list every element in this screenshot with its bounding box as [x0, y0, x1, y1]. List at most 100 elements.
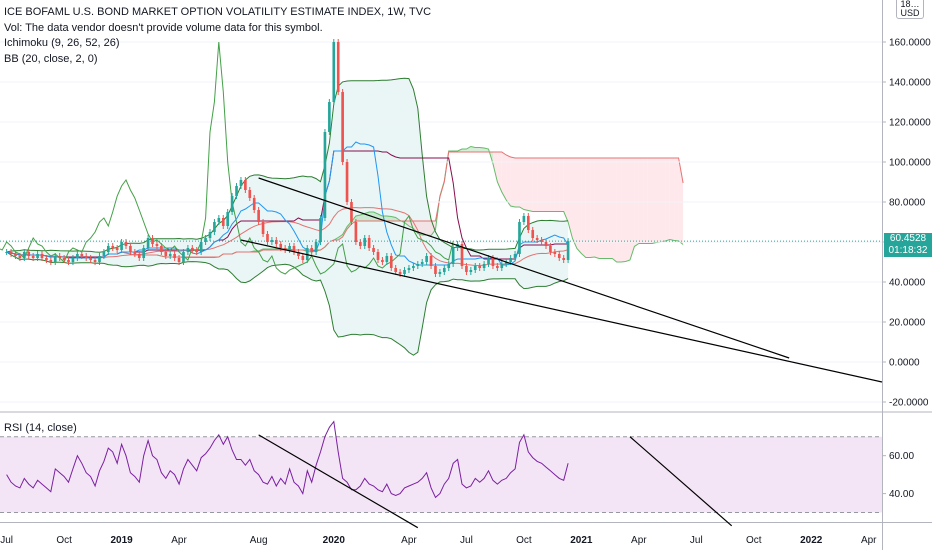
time-tick-label: Jul [690, 535, 703, 546]
candle-body [513, 254, 517, 258]
candle-body [62, 258, 66, 260]
candle-body [18, 256, 22, 258]
candle-body [93, 260, 97, 262]
ichimoku-cloud-segment [643, 158, 648, 244]
candle-body [235, 186, 238, 196]
price-tick-label: 120.0000 [889, 118, 931, 129]
candle-body [442, 268, 446, 272]
ichimoku-cloud-segment [594, 158, 600, 259]
time-tick-label: Apr [171, 535, 187, 546]
candle-body [425, 256, 428, 262]
ichimoku-cloud-segment [492, 152, 498, 182]
ichimoku-cloud-segment [665, 158, 670, 241]
ichimoku-cloud-segment [607, 158, 613, 259]
candle-body [274, 240, 278, 244]
candle-body [49, 260, 53, 262]
time-tick-label: Apr [401, 535, 417, 546]
candle-body [416, 264, 420, 266]
candle-body [204, 238, 207, 242]
ichimoku-cloud-segment [479, 147, 485, 152]
candle-body [14, 254, 17, 256]
candle-body [345, 162, 349, 202]
candle-body [389, 256, 393, 268]
ichimoku-cloud-segment [660, 158, 666, 242]
candle-body [221, 218, 225, 226]
candle-body [557, 254, 561, 258]
unit-code: USD [900, 8, 920, 18]
time-tick-label: Apr [631, 535, 647, 546]
candle-body [482, 264, 486, 268]
candle-body [182, 252, 185, 262]
chart-legend: ICE BOFAML U.S. BOND MARKET OPTION VOLAT… [4, 5, 431, 67]
time-tick-label: Oct [746, 535, 762, 546]
candle-body [270, 240, 274, 242]
price-tick-label: 160.0000 [889, 38, 931, 49]
ichimoku-cloud-segment [550, 158, 555, 212]
rsi-legend[interactable]: RSI (14, close) [4, 422, 77, 434]
ichimoku-cloud-segment [612, 158, 617, 262]
ichimoku-cloud-segment [563, 158, 569, 222]
candle-body [67, 260, 70, 262]
currency-unit[interactable]: 18… USD [896, 0, 924, 19]
candle-body [314, 242, 318, 252]
candle-body [226, 212, 230, 226]
ichimoku-cloud-segment [541, 158, 546, 212]
candle-body [544, 242, 548, 246]
rsi-trendline [258, 434, 419, 529]
candle-body [9, 252, 13, 254]
candle-body [310, 248, 314, 252]
candle-body [358, 242, 362, 246]
candle-body [106, 246, 110, 252]
candle-body [447, 264, 451, 268]
candle-body [305, 248, 309, 260]
candle-body [341, 92, 344, 162]
price-tick-label: 20.0000 [889, 318, 926, 329]
price-tick-label: 0.0000 [889, 358, 920, 369]
candle-body [115, 248, 119, 250]
volume-note: Vol: The data vendor doesn't provide vol… [4, 21, 323, 34]
time-tick-label: Jul [460, 535, 473, 546]
ichimoku-cloud-segment [523, 158, 529, 211]
candle-body [381, 260, 384, 262]
candle-body [213, 222, 216, 232]
candle-body [239, 180, 243, 186]
bb-legend[interactable]: BB (20, close, 2, 0) [4, 52, 98, 65]
price-trendline [258, 177, 790, 359]
candle-body [36, 254, 39, 258]
candle-body [350, 202, 353, 222]
candle-body [217, 218, 221, 222]
rsi-band [0, 436, 882, 513]
candle-body [58, 256, 62, 258]
rsi-trendline [629, 436, 733, 527]
candle-body [301, 256, 305, 260]
candle-body [252, 198, 256, 210]
candle-body [283, 248, 287, 250]
candle-body [540, 240, 543, 242]
candle-body [76, 254, 79, 258]
ichimoku-cloud-segment [475, 147, 480, 152]
ichimoku-cloud-segment [678, 158, 684, 245]
ichimoku-cloud-segment [431, 221, 436, 236]
ichimoku-cloud-segment [656, 158, 661, 243]
candle-body [526, 216, 530, 230]
time-tick-label: 2019 [110, 535, 133, 546]
candle-body [84, 256, 88, 258]
ichimoku-cloud-segment [585, 158, 591, 258]
candle-body [385, 256, 389, 262]
candle-body [288, 246, 291, 250]
ichimoku-cloud-segment [630, 158, 635, 260]
ichimoku-cloud-segment [360, 213, 365, 221]
ichimoku-cloud-segment [603, 158, 608, 259]
candle-body [531, 230, 535, 238]
candle-body [71, 258, 75, 262]
ichimoku-cloud-segment [515, 158, 520, 207]
ichimoku-legend[interactable]: Ichimoku (9, 26, 52, 26) [4, 37, 120, 49]
candle-body [120, 242, 123, 250]
candle-body [199, 242, 203, 252]
candle-body [354, 222, 358, 242]
candle-body [124, 242, 128, 246]
ichimoku-cloud-segment [590, 158, 595, 258]
ichimoku-cloud-segment [532, 158, 538, 212]
candle-body [160, 246, 163, 252]
